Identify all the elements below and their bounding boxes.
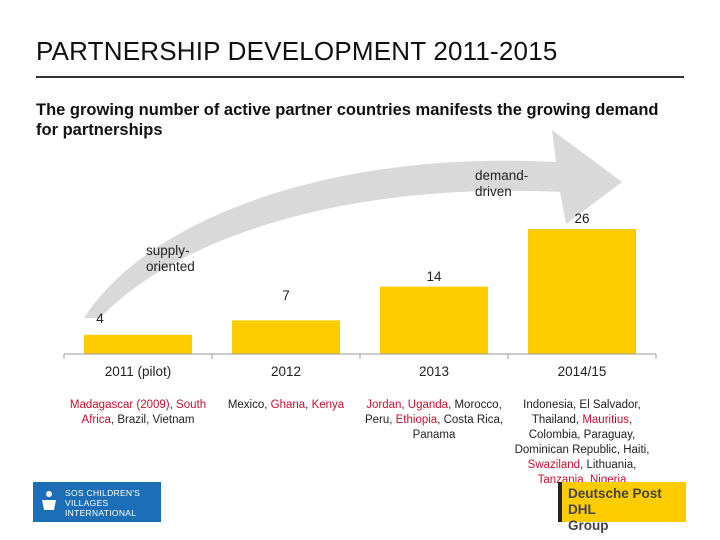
sos-logo-text: SOS CHILDREN'S VILLAGES INTERNATIONAL <box>65 488 141 518</box>
country-text: , <box>401 399 408 411</box>
country-text: , Lithuania, <box>580 459 637 471</box>
deutsche-post-dhl-logo: Deutsche Post DHL Group <box>558 482 686 533</box>
country-text: , <box>305 399 312 411</box>
highlighted-country: Madagascar (2009) <box>69 399 170 411</box>
bar-3 <box>528 229 636 354</box>
growth-arrow <box>84 130 622 318</box>
sos-logo-mark-icon <box>42 491 56 510</box>
country-text: Mexico, <box>227 399 271 411</box>
bar-value-label-0: 4 <box>96 310 104 326</box>
highlighted-country: Ethiopia <box>395 414 438 426</box>
highlighted-country: Kenya <box>311 399 345 411</box>
x-axis-label-3: 2014/15 <box>557 364 607 379</box>
page-subtitle: The growing number of active partner cou… <box>36 101 659 139</box>
highlighted-country: Mauritius <box>582 414 629 426</box>
sos-childrens-villages-logo: SOS CHILDREN'S VILLAGES INTERNATIONAL <box>33 482 161 522</box>
bar-value-label-2: 14 <box>426 268 442 284</box>
x-axis-label-2: 2013 <box>418 364 450 379</box>
bar-value-label-1: 7 <box>282 288 290 304</box>
bar-value-label-3: 26 <box>574 211 590 226</box>
country-list-1: Mexico, Ghana, Kenya <box>211 398 361 413</box>
bar-0 <box>84 334 192 354</box>
highlighted-country: Uganda <box>407 399 449 411</box>
country-text: Indonesia, El Salvador, Thailand, <box>523 399 641 426</box>
country-text: , Morocco, Peru, <box>364 399 502 426</box>
page-title: PARTNERSHIP DEVELOPMENT 2011-2015 <box>36 36 558 66</box>
dhl-logo-bar <box>558 482 562 522</box>
x-axis-label-1: 2012 <box>270 364 302 379</box>
dhl-logo-text: Deutsche Post DHL Group <box>568 486 662 533</box>
highlighted-country: South Africa <box>81 399 207 426</box>
country-list-0: Madagascar (2009), South Africa, Brazil,… <box>63 398 213 428</box>
title-divider <box>36 76 684 78</box>
supply-oriented-label: supply- oriented <box>146 243 195 274</box>
highlighted-country: Swaziland <box>527 459 581 471</box>
country-text: , Brazil, Vietnam <box>110 414 195 426</box>
demand-driven-label: demand- driven <box>475 168 529 199</box>
country-list-3: Indonesia, El Salvador, Thailand, Maurit… <box>507 398 657 488</box>
country-text: , Costa Rica, Panama <box>412 414 504 441</box>
country-text: , <box>583 474 590 486</box>
country-text: , Colombia, Paraguay, Dominican Republic… <box>514 414 650 456</box>
highlighted-country: Ghana <box>270 399 306 411</box>
country-text: , <box>169 399 177 411</box>
bar-1 <box>232 320 340 354</box>
country-list-2: Jordan, Uganda, Morocco, Peru, Ethiopia,… <box>359 398 509 443</box>
x-axis-label-0: 2011 (pilot) <box>104 364 172 379</box>
highlighted-country: Jordan <box>366 399 402 411</box>
bar-2 <box>380 286 488 354</box>
